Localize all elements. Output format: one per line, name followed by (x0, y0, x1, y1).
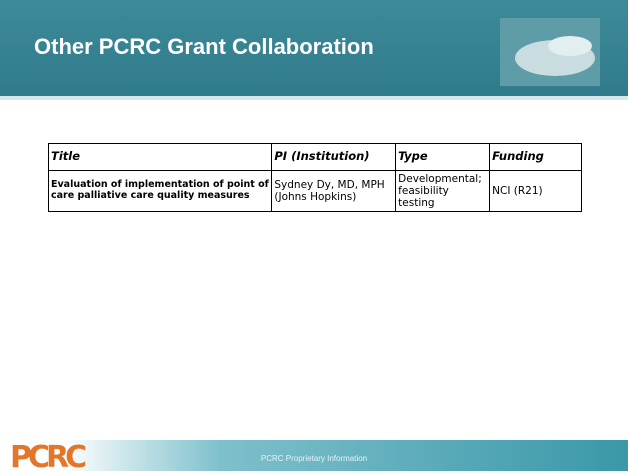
column-header: PI (Institution) (271, 143, 397, 171)
grant-table: Title PI (Institution) Type Funding Evaluat… (47, 143, 582, 213)
table-cell: NCI (R21) (489, 169, 582, 213)
photo-hand (548, 36, 592, 56)
table-body: Evaluation of implementation of point of… (47, 169, 582, 213)
header-photo (500, 18, 600, 86)
table-cell: Sydney Dy, MD, MPH (Johns Hopkins) (271, 169, 397, 213)
footer-logo: PCRC (10, 440, 87, 475)
footer-text: PCRC Proprietary Information (260, 454, 368, 463)
column-header: Type (395, 143, 491, 171)
column-header: Title (47, 143, 273, 171)
table-cell: Evaluation of implementation of point of… (47, 169, 273, 213)
column-header: Funding (489, 143, 582, 171)
table-cell: Developmental; feasibility testing (395, 169, 491, 213)
slide-title: Other PCRC Grant Collaboration (34, 34, 374, 59)
header-rule (0, 96, 628, 100)
header-row: Title PI (Institution) Type Funding (47, 143, 582, 171)
footer-bar (0, 440, 628, 471)
table-row: Evaluation of implementation of point of… (47, 169, 582, 213)
